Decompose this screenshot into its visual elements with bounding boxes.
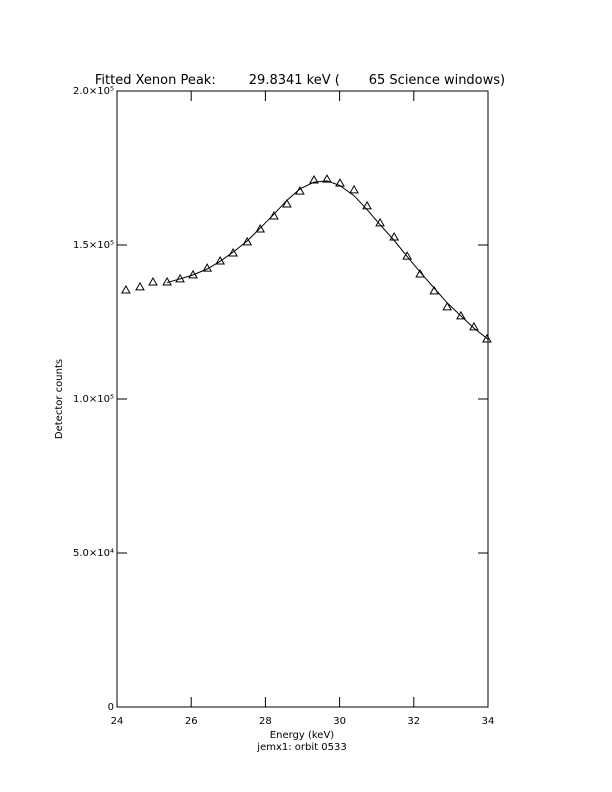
x-tick-label: 30 bbox=[333, 716, 346, 727]
data-point bbox=[162, 276, 172, 286]
y-tick-label: 0 bbox=[108, 702, 114, 713]
data-point bbox=[389, 231, 399, 241]
x-tick-label: 26 bbox=[185, 716, 198, 727]
fit-line bbox=[166, 180, 489, 340]
data-point bbox=[135, 281, 145, 291]
x-tick-label: 28 bbox=[259, 716, 272, 727]
x-axis-label: Energy (keV) bbox=[270, 730, 335, 741]
data-point bbox=[255, 223, 266, 233]
footnote: jemx1: orbit 0533 bbox=[256, 742, 346, 753]
y-tick-label: 5.0×10⁴ bbox=[73, 548, 114, 559]
data-point bbox=[269, 211, 279, 220]
x-tick-label: 24 bbox=[111, 716, 124, 727]
data-point bbox=[469, 321, 479, 331]
data-point bbox=[349, 184, 359, 194]
data-point bbox=[215, 256, 225, 265]
data-point bbox=[282, 199, 292, 208]
plot-frame bbox=[116, 90, 489, 708]
y-tick-label: 1.0×10⁵ bbox=[73, 394, 114, 405]
data-point bbox=[482, 333, 492, 343]
data-point bbox=[228, 248, 238, 257]
data-point bbox=[242, 236, 253, 246]
data-point bbox=[402, 251, 412, 260]
data-point bbox=[362, 200, 372, 210]
x-tick-label: 34 bbox=[482, 716, 495, 727]
y-tick-label: 1.5×10⁵ bbox=[73, 240, 114, 251]
data-point bbox=[309, 175, 319, 184]
data-point bbox=[322, 174, 332, 183]
data-point bbox=[456, 310, 466, 320]
x-tick-label: 32 bbox=[407, 716, 420, 727]
y-axis-label: Detector counts bbox=[54, 359, 65, 439]
data-point bbox=[442, 301, 453, 311]
data-point bbox=[121, 284, 131, 294]
data-point bbox=[415, 268, 425, 278]
chart-title: Fitted Xenon Peak: 29.8341 keV ( 65 Scie… bbox=[95, 73, 505, 88]
data-point bbox=[148, 276, 158, 286]
y-tick-label: 2.0×10⁵ bbox=[73, 86, 114, 97]
